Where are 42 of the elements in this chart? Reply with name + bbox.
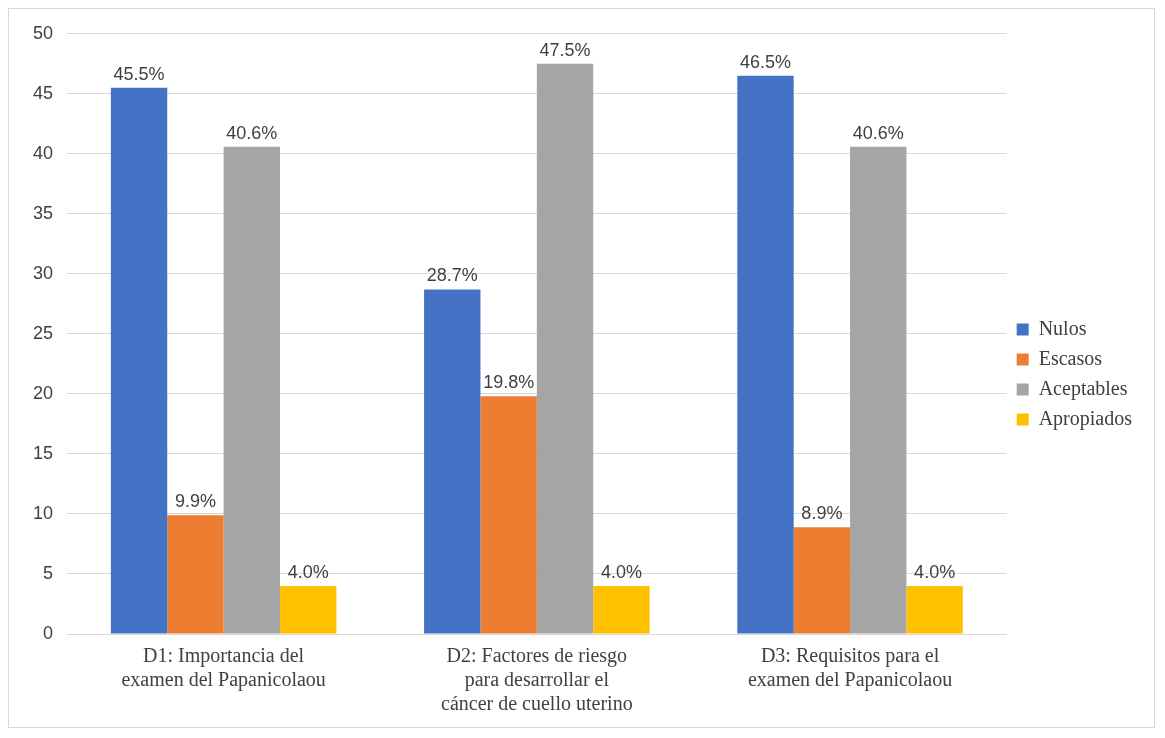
bar (850, 146, 907, 634)
data-label: 40.6% (852, 122, 904, 143)
bar (737, 75, 794, 634)
bar (110, 87, 168, 634)
y-tick-label: 0 (43, 622, 54, 643)
data-label: 45.5% (113, 63, 165, 84)
data-label: 19.8% (483, 372, 535, 393)
legend-label: Escasos (1038, 346, 1103, 369)
y-tick-label: 40 (32, 142, 54, 163)
y-tick-label: 15 (32, 442, 54, 463)
data-label: 4.0% (600, 561, 642, 582)
data-label: 47.5% (539, 39, 591, 60)
data-label: 28.7% (426, 265, 478, 286)
y-tick-label: 50 (32, 22, 54, 43)
data-label: 9.9% (174, 491, 216, 512)
x-tick-label: D3: Requisitos para el examen del Papanicolaou (747, 644, 953, 692)
data-label: 4.0% (287, 561, 329, 582)
bar (223, 146, 281, 634)
bar (906, 585, 963, 634)
bar (280, 585, 337, 634)
bar (167, 515, 224, 634)
y-tick-label: 25 (32, 322, 54, 343)
bar (793, 527, 851, 634)
bar (536, 63, 594, 634)
y-tick-label: 35 (32, 202, 54, 223)
data-label: 8.9% (801, 503, 843, 524)
y-tick-label: 10 (32, 502, 54, 523)
x-tick-label: D2: Factores de riesgo para desarrollar el cáncer de cuello uterino (441, 644, 633, 715)
x-tick-label: D1: Importancia del examen del Papanicolaou (121, 644, 326, 692)
data-label: 4.0% (914, 561, 956, 582)
y-tick-label: 30 (32, 262, 54, 283)
y-tick-label: 20 (32, 382, 54, 403)
bar (480, 396, 537, 634)
legend-label: Nulos (1038, 316, 1087, 339)
y-tick-label: 45 (32, 82, 54, 103)
bar (593, 585, 650, 634)
data-label: 46.5% (739, 51, 792, 72)
legend-label: Aceptables (1038, 376, 1128, 400)
bar (424, 289, 481, 634)
data-label: 40.6% (226, 122, 278, 143)
legend-label: Apropiados (1038, 406, 1133, 430)
y-tick-label: 5 (43, 562, 54, 583)
